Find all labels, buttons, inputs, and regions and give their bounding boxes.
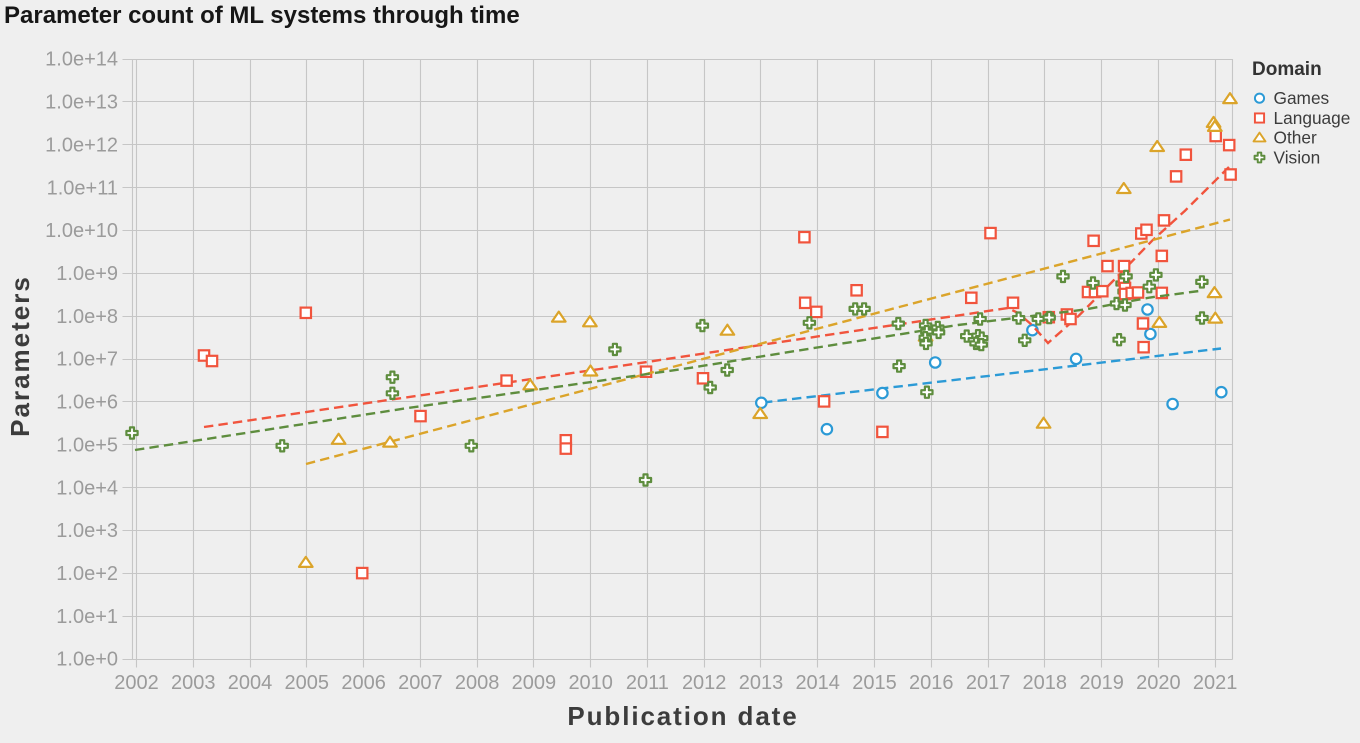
svg-text:1.0e+6: 1.0e+6 (56, 392, 118, 414)
svg-text:2004: 2004 (228, 672, 273, 694)
svg-text:Publication date: Publication date (567, 701, 798, 731)
svg-text:2009: 2009 (512, 672, 557, 694)
svg-text:2018: 2018 (1023, 672, 1068, 694)
svg-text:2010: 2010 (568, 672, 613, 694)
svg-text:2015: 2015 (852, 672, 897, 694)
svg-text:1.0e+4: 1.0e+4 (56, 477, 118, 499)
svg-text:2006: 2006 (341, 672, 386, 694)
svg-text:2016: 2016 (909, 672, 954, 694)
svg-text:Vision: Vision (1274, 147, 1321, 167)
svg-text:Domain: Domain (1252, 59, 1322, 80)
svg-text:Parameter count of ML systems: Parameter count of ML systems through ti… (4, 2, 520, 29)
svg-text:1.0e+5: 1.0e+5 (56, 434, 118, 456)
svg-text:2019: 2019 (1079, 672, 1124, 694)
svg-text:2021: 2021 (1193, 672, 1238, 694)
svg-text:2008: 2008 (455, 672, 500, 694)
svg-text:1.0e+14: 1.0e+14 (45, 49, 118, 71)
svg-text:2005: 2005 (285, 672, 330, 694)
svg-text:2011: 2011 (626, 672, 669, 694)
svg-text:Parameters: Parameters (5, 275, 35, 437)
svg-text:2017: 2017 (966, 672, 1011, 694)
svg-text:2013: 2013 (739, 672, 784, 694)
svg-text:1.0e+13: 1.0e+13 (45, 92, 118, 114)
svg-text:1.0e+7: 1.0e+7 (56, 349, 118, 371)
svg-text:2012: 2012 (682, 672, 727, 694)
svg-text:2007: 2007 (398, 672, 443, 694)
svg-text:1.0e+3: 1.0e+3 (56, 520, 118, 542)
svg-text:1.0e+2: 1.0e+2 (56, 563, 118, 585)
svg-text:2002: 2002 (114, 672, 159, 694)
svg-text:1.0e+12: 1.0e+12 (45, 134, 118, 156)
svg-text:2014: 2014 (795, 672, 840, 694)
svg-text:1.0e+11: 1.0e+11 (47, 177, 118, 199)
svg-text:1.0e+9: 1.0e+9 (56, 263, 118, 285)
svg-text:1.0e+10: 1.0e+10 (45, 220, 118, 242)
svg-text:1.0e+0: 1.0e+0 (56, 649, 118, 671)
svg-text:Language: Language (1274, 108, 1351, 128)
svg-text:2020: 2020 (1136, 672, 1181, 694)
svg-text:Other: Other (1274, 128, 1317, 148)
svg-text:Games: Games (1274, 88, 1330, 108)
svg-text:1.0e+1: 1.0e+1 (56, 606, 118, 628)
svg-text:1.0e+8: 1.0e+8 (56, 306, 118, 328)
svg-text:2003: 2003 (171, 672, 216, 694)
